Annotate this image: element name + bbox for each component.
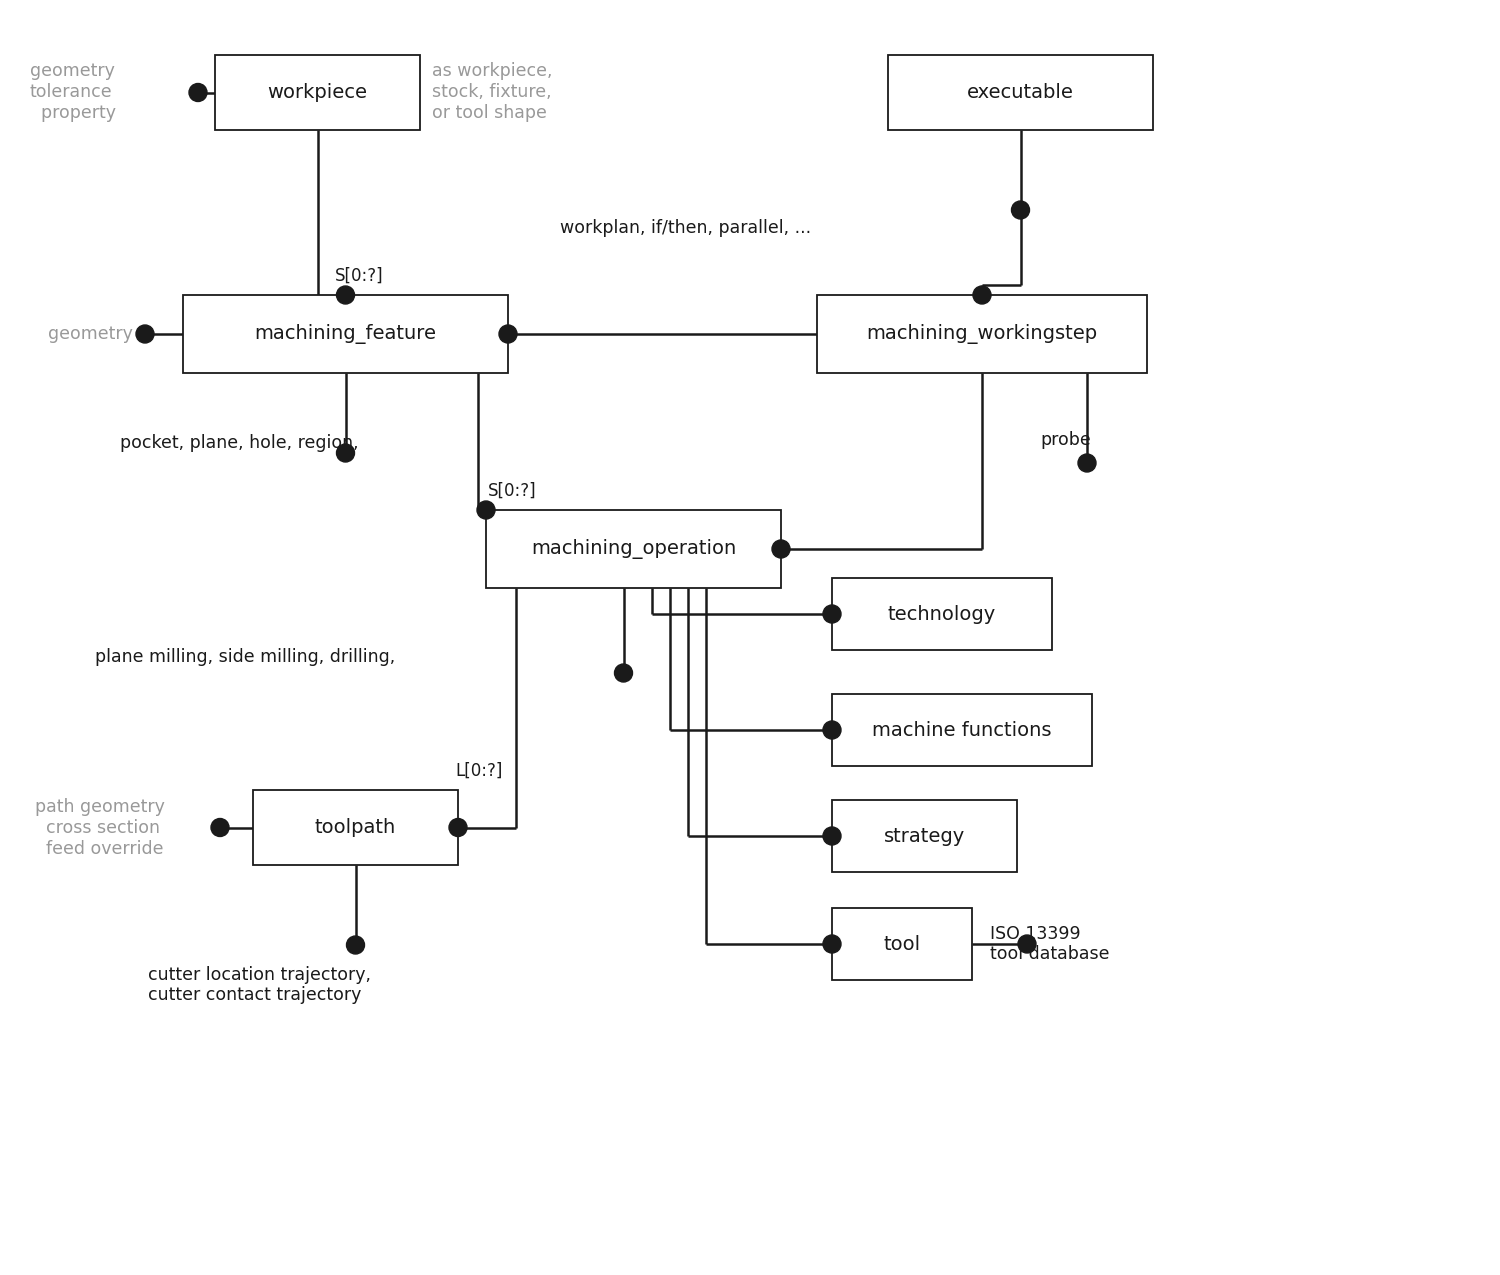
Bar (486, 510, 782, 588)
Circle shape (1011, 201, 1029, 219)
Circle shape (336, 286, 354, 303)
Bar (214, 55, 420, 130)
Bar (833, 799, 1017, 872)
Text: machining_workingstep: machining_workingstep (867, 324, 1098, 344)
Text: plane milling, side milling, drilling,: plane milling, side milling, drilling, (94, 648, 396, 666)
Circle shape (136, 325, 154, 343)
Circle shape (346, 936, 364, 954)
Text: probe: probe (1040, 431, 1090, 449)
Text: L[0:?]: L[0:?] (454, 762, 503, 780)
Text: S[0:?]: S[0:?] (334, 266, 384, 286)
Circle shape (1019, 935, 1036, 952)
Bar (254, 790, 458, 864)
Circle shape (824, 606, 842, 623)
Text: workplan, if/then, parallel, ...: workplan, if/then, parallel, ... (560, 219, 812, 237)
Text: pocket, plane, hole, region,: pocket, plane, hole, region, (120, 434, 358, 453)
Circle shape (448, 819, 466, 836)
Text: workpiece: workpiece (267, 83, 368, 102)
Circle shape (477, 501, 495, 519)
Circle shape (336, 444, 354, 462)
Text: executable: executable (968, 83, 1074, 102)
Circle shape (1078, 454, 1096, 472)
Text: path geometry
  cross section
  feed override: path geometry cross section feed overrid… (34, 798, 165, 858)
Bar (833, 578, 1052, 650)
Circle shape (824, 720, 842, 739)
Bar (818, 295, 1148, 374)
Text: machine functions: machine functions (873, 720, 1052, 739)
Text: technology: technology (888, 604, 996, 623)
Text: ISO 13399
tool database: ISO 13399 tool database (990, 924, 1110, 964)
Circle shape (500, 325, 517, 343)
Text: S[0:?]: S[0:?] (488, 482, 537, 500)
Text: geometry: geometry (48, 325, 134, 343)
Text: cutter location trajectory,
cutter contact trajectory: cutter location trajectory, cutter conta… (148, 965, 370, 1005)
Circle shape (772, 541, 790, 558)
Circle shape (974, 286, 992, 303)
Text: toolpath: toolpath (315, 819, 396, 836)
Circle shape (824, 935, 842, 952)
Text: as workpiece,
stock, fixture,
or tool shape: as workpiece, stock, fixture, or tool sh… (432, 62, 552, 122)
Text: geometry
tolerance
  property: geometry tolerance property (30, 62, 115, 122)
Text: strategy: strategy (884, 826, 965, 845)
Circle shape (189, 83, 207, 102)
Text: tool: tool (884, 935, 921, 954)
Bar (183, 295, 509, 374)
Text: machining_operation: machining_operation (531, 539, 736, 558)
Bar (833, 908, 972, 980)
Text: machining_feature: machining_feature (255, 324, 436, 344)
Circle shape (615, 664, 633, 682)
Circle shape (211, 819, 230, 836)
Bar (888, 55, 1154, 130)
Bar (833, 694, 1092, 766)
Circle shape (824, 827, 842, 845)
